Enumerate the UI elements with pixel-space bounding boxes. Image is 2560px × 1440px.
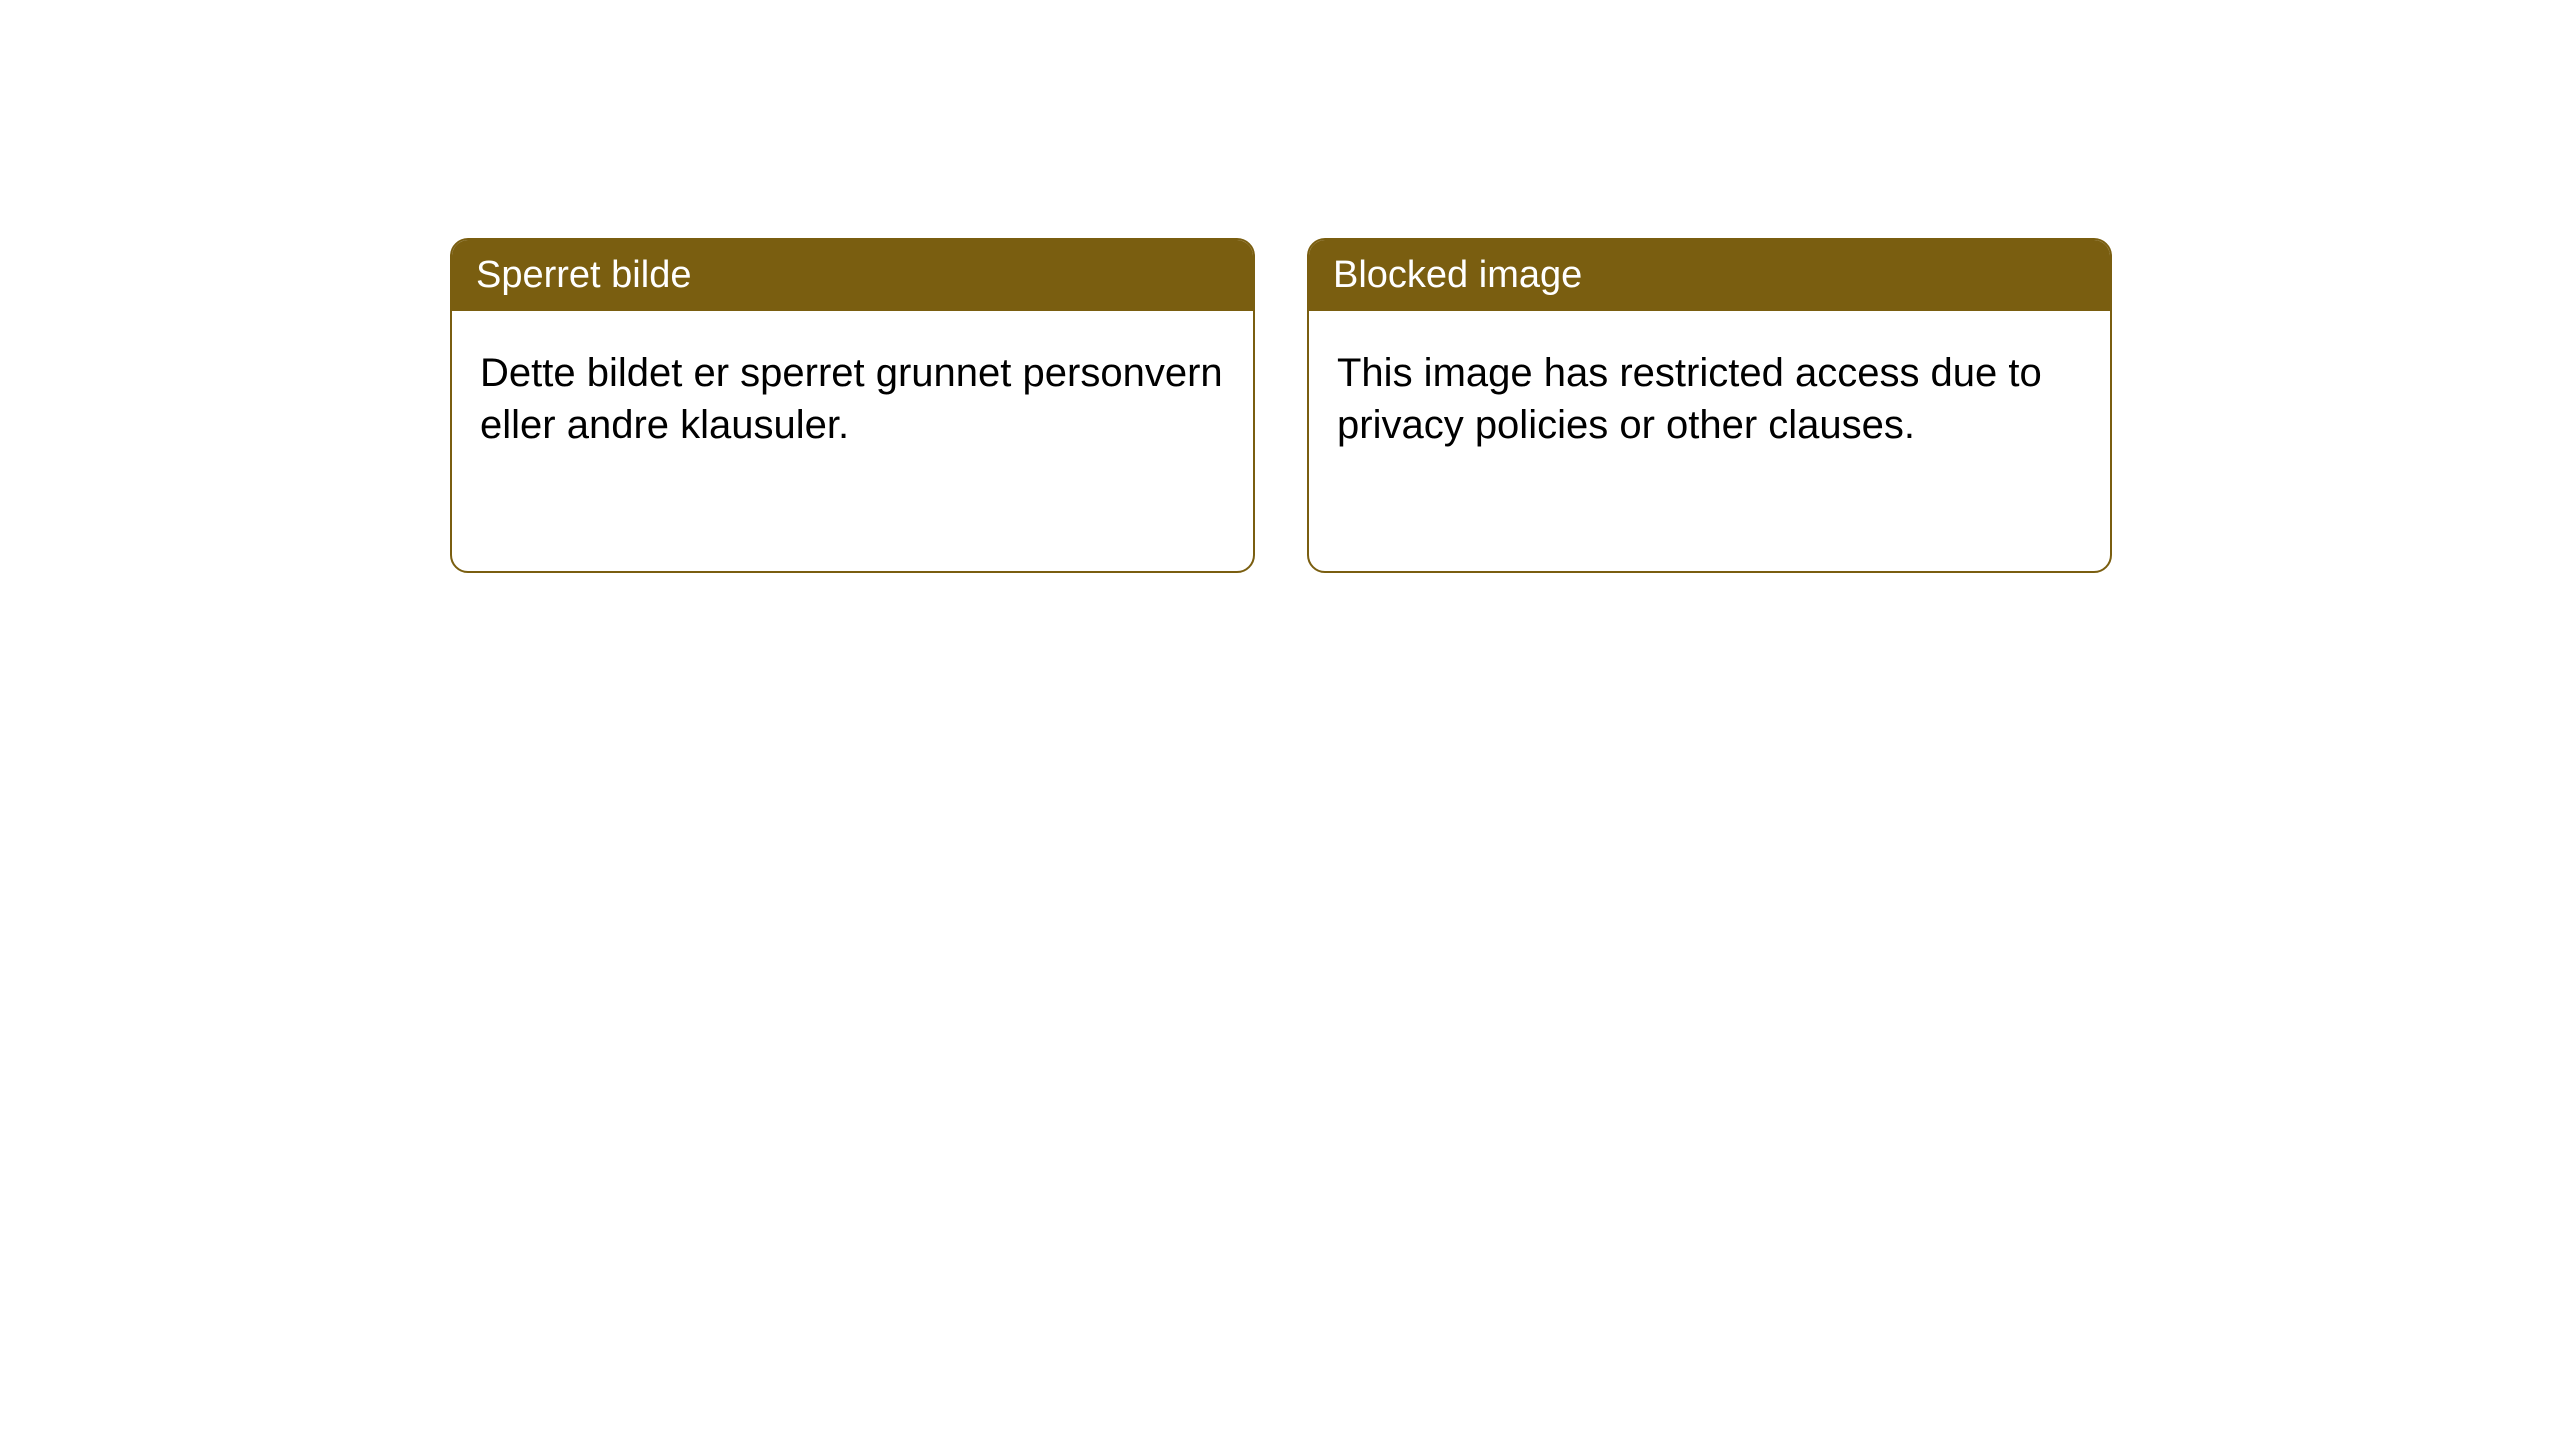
card-header: Blocked image — [1309, 240, 2110, 311]
card-body-text: Dette bildet er sperret grunnet personve… — [480, 351, 1223, 447]
notice-card-norwegian: Sperret bilde Dette bildet er sperret gr… — [450, 238, 1255, 573]
card-body: Dette bildet er sperret grunnet personve… — [452, 311, 1253, 571]
notice-cards-container: Sperret bilde Dette bildet er sperret gr… — [0, 0, 2560, 573]
card-title: Blocked image — [1333, 254, 1582, 296]
notice-card-english: Blocked image This image has restricted … — [1307, 238, 2112, 573]
card-body-text: This image has restricted access due to … — [1337, 351, 2042, 447]
card-header: Sperret bilde — [452, 240, 1253, 311]
card-title: Sperret bilde — [476, 254, 691, 296]
card-body: This image has restricted access due to … — [1309, 311, 2110, 571]
